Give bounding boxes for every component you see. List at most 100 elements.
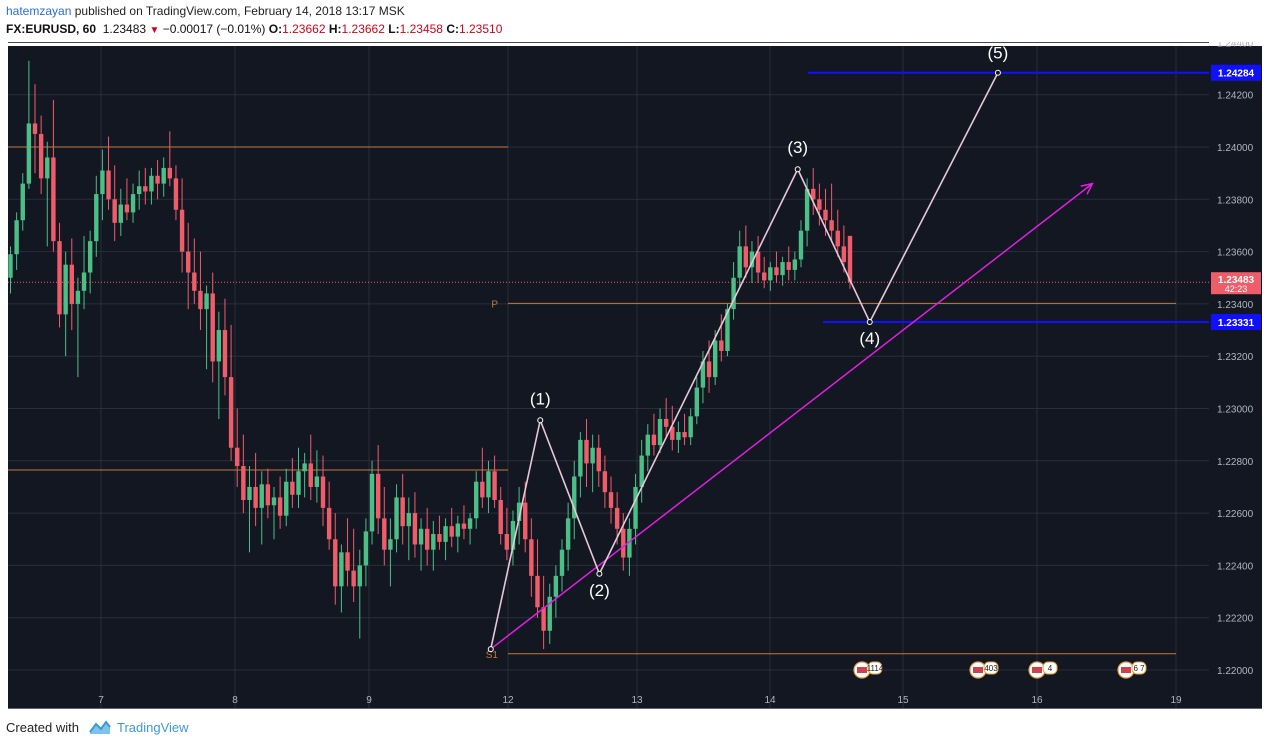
candle-body (271, 497, 277, 506)
candle (510, 510, 516, 566)
candle (204, 285, 209, 370)
candle (719, 314, 724, 362)
candle (179, 178, 185, 273)
candle (320, 455, 326, 527)
candle-body (455, 523, 461, 537)
candle-body (762, 272, 767, 281)
candle-body (578, 439, 583, 477)
candle-body (688, 416, 693, 438)
candle (486, 460, 491, 514)
y-tick-label: 1.24000 (1217, 143, 1254, 154)
y-tick-label: 1.23400 (1217, 300, 1254, 311)
candle-body (375, 473, 381, 519)
wave-point-label: (4) (859, 329, 880, 348)
candle (130, 183, 136, 223)
event-count-badge (867, 661, 883, 675)
candle (51, 99, 56, 252)
x-tick-label: 16 (1031, 695, 1043, 706)
price-chart[interactable]: 1.24400 1.24200 1.24000 1.23800 1.23600 1.234… (0, 42, 1268, 712)
candle-body (590, 447, 595, 464)
candle (786, 246, 791, 281)
candle-body (369, 473, 375, 532)
candle (314, 450, 320, 503)
candle-body (418, 528, 424, 545)
candle-body (406, 513, 412, 527)
candle (382, 486, 387, 566)
candle (38, 115, 44, 195)
candle (639, 439, 644, 503)
candle-body (8, 254, 13, 278)
candle (265, 468, 271, 519)
candle (369, 460, 375, 545)
candle (602, 455, 608, 508)
y-tick-label: 1.22200 (1217, 614, 1254, 625)
candle (762, 256, 767, 289)
candle (296, 447, 301, 508)
tradingview-logo-icon[interactable] (88, 718, 112, 738)
candle-body (639, 455, 644, 487)
candle (424, 507, 430, 566)
candle (841, 225, 847, 273)
candle (774, 251, 779, 283)
y-tick-label: 1.23000 (1217, 405, 1254, 416)
wave-point-marker (596, 570, 603, 577)
wave-point-label: (5) (988, 44, 1009, 63)
candle (621, 513, 626, 571)
wave-point-label: (1) (530, 389, 551, 408)
candle (112, 165, 117, 242)
candle (302, 452, 307, 498)
candle-body (277, 497, 283, 516)
published-text: published on TradingView.com, February 1… (74, 4, 405, 18)
tradingview-brand[interactable]: TradingView (117, 720, 189, 735)
candle-body (811, 188, 816, 200)
candle-body (412, 513, 418, 545)
candle-body (302, 463, 307, 472)
candle-body (492, 471, 497, 501)
candle (149, 167, 154, 205)
candle (682, 413, 687, 446)
candle-body (357, 565, 362, 587)
author-link[interactable]: hatemzayan (6, 4, 72, 18)
open-value: 1.23662 (282, 22, 326, 36)
wave-point-marker (866, 318, 873, 325)
candle (173, 165, 179, 221)
candle-body (749, 251, 755, 268)
candle-body (651, 434, 657, 446)
candle-body (363, 531, 369, 566)
candle-body (290, 481, 295, 495)
candle-body (743, 246, 749, 268)
candle (235, 408, 240, 487)
candle-body (143, 186, 148, 192)
candle (100, 149, 105, 221)
economic-event-marker: 4 (1028, 661, 1058, 679)
candle (590, 434, 595, 493)
candle (688, 408, 693, 446)
candle (829, 183, 834, 242)
economic-event-marker: 403 (969, 661, 999, 679)
candle-body (100, 170, 105, 195)
candle-body (565, 518, 571, 550)
flag-stripes-icon (857, 667, 867, 673)
pivot-level-label: S1 (486, 650, 499, 661)
candle (596, 434, 601, 487)
candle-body (388, 539, 393, 550)
candle (578, 432, 583, 498)
candle-body (32, 123, 38, 134)
candle (57, 222, 62, 328)
candle-body (602, 471, 608, 493)
trend-line-arrowhead (1080, 182, 1094, 195)
candle-body (124, 204, 130, 213)
candle-body (841, 246, 847, 263)
candle-body (308, 463, 313, 487)
wave-point-label: (3) (787, 138, 808, 157)
flag-stripes-icon (973, 667, 983, 673)
symbol-ohlc-line: FX:EURUSD, 60 1.23483 ▼ −0.00017 (−0.01%… (6, 22, 502, 36)
candle (731, 262, 736, 320)
wave-point-marker (537, 417, 544, 424)
candle (155, 160, 160, 200)
candle-body (155, 175, 160, 184)
candle-body (198, 290, 203, 310)
candle (87, 230, 93, 294)
low-value: 1.23458 (399, 22, 443, 36)
candle-body (627, 528, 632, 558)
